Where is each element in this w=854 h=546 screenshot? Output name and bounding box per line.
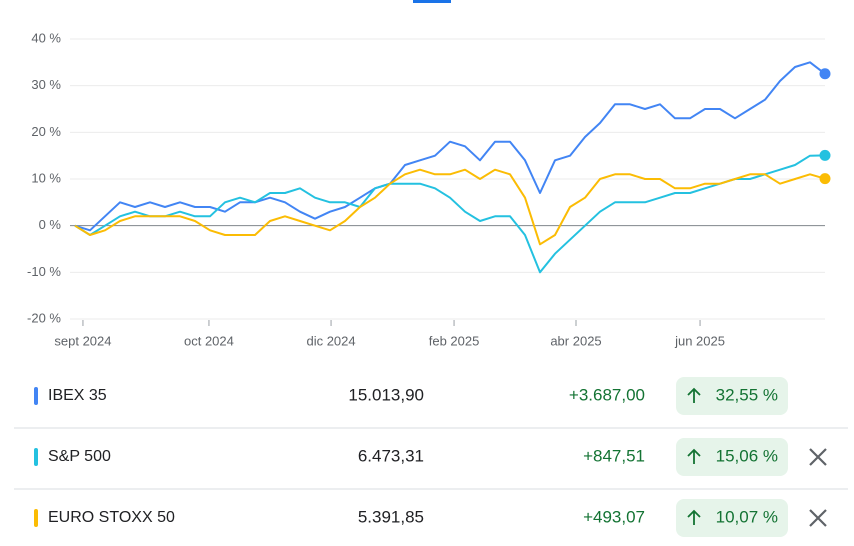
series-line (74, 168, 826, 246)
up-arrow (687, 448, 701, 464)
x-tick-label: sept 2024 (54, 333, 111, 348)
index-name: S&P 500 (48, 448, 111, 465)
y-tick-label: 20 % (31, 124, 61, 139)
price: 15.013,90 (348, 385, 424, 404)
remove-button[interactable] (809, 448, 827, 466)
x-tick-label: abr 2025 (550, 333, 601, 348)
y-tick-label: -10 % (27, 264, 61, 279)
remove-button[interactable] (809, 509, 827, 527)
percent-change: 10,07 % (716, 507, 778, 526)
up-arrow (687, 387, 701, 403)
x-tick-label: oct 2024 (184, 333, 234, 348)
x-tick-label: dic 2024 (306, 333, 355, 348)
x-tick-label: jun 2025 (674, 333, 725, 348)
change: +847,51 (583, 446, 645, 465)
index-name: IBEX 35 (48, 387, 107, 404)
tab-indicator (413, 0, 451, 3)
price: 6.473,31 (358, 446, 424, 465)
percent-pill (676, 377, 788, 415)
price: 5.391,85 (358, 507, 424, 526)
series-line (74, 61, 826, 232)
index-name: EURO STOXX 50 (48, 509, 175, 526)
end-marker (819, 173, 831, 185)
percent-pill (676, 499, 788, 537)
y-tick-label: 30 % (31, 77, 61, 92)
percent-change: 32,55 % (716, 385, 778, 404)
x-tick-label: feb 2025 (429, 333, 480, 348)
color-indicator (34, 448, 38, 466)
series-line (74, 154, 826, 274)
y-tick-label: 0 % (39, 217, 62, 232)
change: +493,07 (583, 507, 645, 526)
table: IBEX 35 15.013,90 +3.687,00 32,55 % S&P 500 6… (14, 377, 848, 537)
end-marker (819, 149, 831, 161)
percent-change: 15,06 % (716, 446, 778, 465)
color-indicator (34, 509, 38, 527)
up-arrow (687, 509, 701, 525)
y-tick-label: 10 % (31, 170, 61, 185)
change: +3.687,00 (569, 385, 645, 404)
color-indicator (34, 387, 38, 405)
percent-pill (676, 438, 788, 476)
end-marker (819, 68, 831, 80)
y-tick-label: 40 % (31, 30, 61, 45)
plot: -20 % -10 % 0 % 10 % 20 % 30 % 40 % sept 2024 oc… (27, 30, 831, 348)
y-tick-label: -20 % (27, 310, 61, 325)
